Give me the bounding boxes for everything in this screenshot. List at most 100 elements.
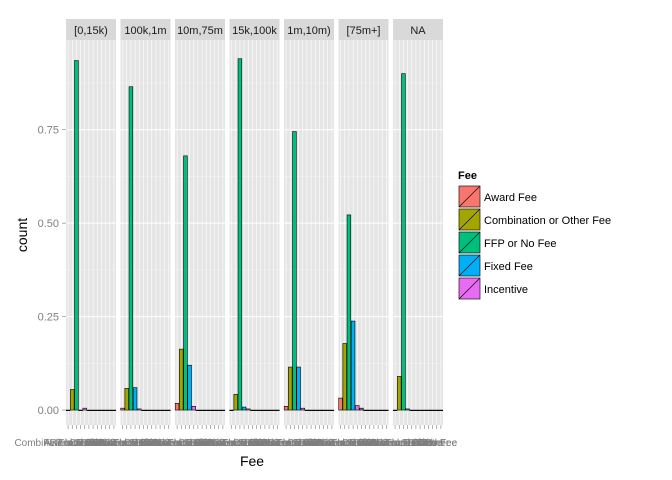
- legend-label: Award Fee: [484, 192, 537, 204]
- bar: [124, 388, 129, 411]
- x-tick-label: Other: [307, 438, 333, 449]
- bar: [317, 409, 322, 411]
- x-tick-label: Other: [143, 438, 169, 449]
- x-tick-label: FFP or No Fee: [98, 438, 164, 449]
- bar: [271, 409, 276, 411]
- x-tick-label: Other: [370, 438, 396, 449]
- bar: [275, 409, 280, 411]
- y-tick-label: 0.75: [38, 125, 59, 137]
- bar: [137, 408, 142, 411]
- x-tick-label: Award Fee: [316, 438, 365, 449]
- x-tick-label: No Fee: [98, 438, 131, 449]
- x-tick-label: Other: [303, 438, 329, 449]
- panel-background: [229, 40, 280, 425]
- bar: [204, 409, 209, 411]
- bar: [409, 409, 414, 411]
- facet-strip-label: 10m,75m: [177, 25, 223, 37]
- x-tick-label: Other: [261, 438, 287, 449]
- bar: [367, 409, 372, 411]
- panel-background: [120, 40, 171, 425]
- facet-panels: [0,15k) 100k,1m 10m,75m 15k,100k 1m,10m) [75m…: [65, 19, 444, 425]
- bar: [384, 409, 389, 411]
- x-tick-label: Incentive: [283, 438, 323, 449]
- x-tick-label: Other: [89, 438, 115, 449]
- x-tick-label: Other: [353, 438, 379, 449]
- x-tick-label: Other: [294, 438, 320, 449]
- x-tick-label: Incentive: [337, 438, 377, 449]
- x-tick-label: Other: [349, 438, 375, 449]
- bar: [65, 409, 71, 411]
- bar: [422, 409, 427, 411]
- x-tick-label: FFP or No Fee: [261, 438, 327, 449]
- x-tick-label: Combination or Other Fee: [123, 438, 239, 449]
- facet-strip-label: 100k,1m: [124, 25, 166, 37]
- facet-panel: 15k,100k: [229, 19, 280, 425]
- bar: [153, 409, 159, 411]
- bar: [300, 407, 305, 411]
- bar: [191, 406, 196, 411]
- legend: Fee Award Fee Combination or Other Fee FFP …: [457, 170, 611, 301]
- bar: [397, 376, 402, 411]
- x-tick-label: Other: [152, 438, 178, 449]
- x-tick-label: Other: [311, 438, 337, 449]
- facet-strip-label: 1m,10m): [287, 25, 330, 37]
- x-tick-label: Other: [252, 438, 278, 449]
- x-tick-label: Other: [190, 438, 216, 449]
- facet-strip-label: 15k,100k: [232, 25, 277, 37]
- panel-background: [393, 40, 443, 425]
- legend-label: FFP or No Fee: [484, 238, 557, 250]
- legend-swatch-slash: [458, 254, 481, 277]
- bar: [292, 131, 297, 411]
- facet-strip: [338, 19, 389, 40]
- bar: [208, 409, 213, 411]
- bar: [246, 408, 251, 411]
- legend-item: Combination or Other Fee: [457, 207, 611, 232]
- x-tick-label: Fixed Fee: [385, 438, 430, 449]
- facet-strip: [229, 19, 280, 40]
- x-tick-label: Other: [366, 438, 392, 449]
- bar: [95, 409, 100, 411]
- bar: [187, 364, 192, 411]
- bar: [132, 387, 138, 411]
- bar: [355, 405, 360, 411]
- bar: [166, 409, 171, 411]
- x-tick-label: Other: [198, 438, 224, 449]
- x-tick-label: Incentive: [65, 438, 105, 449]
- bar: [430, 409, 435, 411]
- bar: [157, 409, 163, 411]
- x-tick-label: Incentive: [119, 438, 159, 449]
- legend-label: Incentive: [484, 284, 528, 296]
- bar: [212, 409, 217, 411]
- x-tick-label: No Fee: [261, 438, 294, 449]
- legend-swatch-slash: [458, 185, 481, 208]
- facet-strip-label: [0,15k): [74, 25, 108, 37]
- bar: [401, 73, 406, 411]
- bar: [417, 409, 423, 411]
- bar: [120, 407, 125, 411]
- x-tick-label: Other: [361, 438, 387, 449]
- x-tick-label: Other: [403, 438, 429, 449]
- bar: [413, 409, 419, 411]
- x-tick-label: Combination or Other Fee: [287, 438, 403, 449]
- x-tick-label: Other: [185, 438, 211, 449]
- x-tick-label: Combination or Other Fee: [178, 438, 294, 449]
- bar: [405, 408, 410, 411]
- x-tick-label: Other: [135, 438, 161, 449]
- bar: [338, 397, 343, 411]
- bar: [141, 409, 146, 411]
- x-tick-label: Award Fee: [153, 438, 202, 449]
- bar: [107, 409, 112, 411]
- bar: [434, 409, 439, 411]
- bar: [304, 409, 310, 411]
- bar: [241, 406, 247, 411]
- bar: [149, 409, 154, 411]
- legend-swatch-slash: [458, 277, 481, 300]
- bar: [216, 409, 221, 411]
- x-tick-label: Combination or Other Fee: [14, 438, 130, 449]
- bar: [371, 409, 377, 411]
- bar: [183, 155, 188, 411]
- bar: [99, 409, 104, 411]
- bar: [179, 348, 184, 411]
